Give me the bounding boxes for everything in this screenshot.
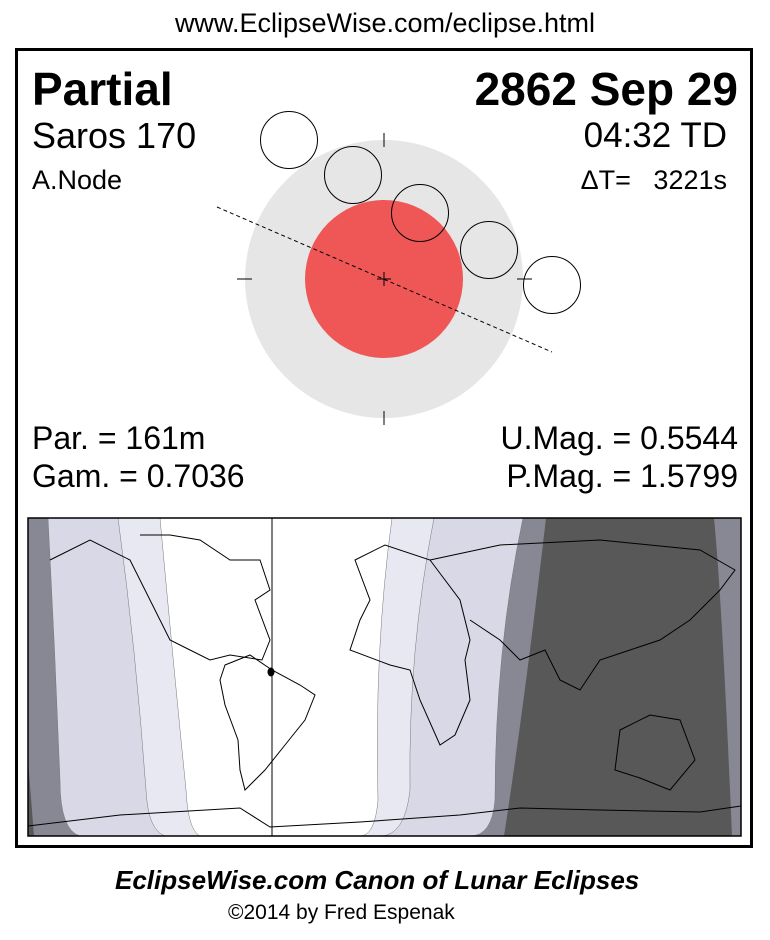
partial-duration: Par. = 161m [32, 420, 206, 456]
map-band-dark-left [28, 760, 34, 836]
penumbral-magnitude: P.Mag. = 1.5799 [506, 458, 738, 494]
eclipse-date: 2862 Sep 29 [474, 63, 738, 115]
moon-position-p4 [523, 256, 581, 314]
delta-t: ΔT= 3221s [580, 165, 727, 195]
eclipse-panel-frame [15, 48, 753, 848]
visibility-map [27, 517, 742, 837]
header-url: www.EclipseWise.com/eclipse.html [174, 8, 596, 38]
coast-north-america [49, 534, 271, 661]
coast-africa-europe [349, 544, 471, 746]
coastlines [28, 534, 741, 828]
node: A.Node [32, 165, 123, 195]
map-band-dark [504, 518, 732, 836]
eclipse-time: 04:32 TD [583, 116, 727, 155]
footer-title: EclipseWise.com Canon of Lunar Eclipses [115, 865, 640, 895]
moon-position-u1 [324, 146, 382, 204]
moon-position-u4 [460, 221, 518, 279]
coast-asia [429, 539, 736, 691]
eclipse-type: Partial [32, 63, 173, 115]
footer-copyright: ©2014 by Fred Espenak [228, 901, 455, 924]
map-band-visible [159, 518, 393, 836]
greatest-eclipse-point [267, 667, 275, 677]
gamma: Gam. = 0.7036 [32, 458, 245, 494]
axis-ticks [237, 133, 532, 425]
umbral-magnitude: U.Mag. = 0.5544 [500, 420, 738, 456]
coast-australia [614, 714, 696, 791]
moon-position-greatest [391, 184, 449, 242]
coast-antarctica [28, 805, 741, 828]
saros-number: Saros 170 [32, 115, 197, 156]
coast-south-america [219, 654, 316, 791]
moon-position-p1 [260, 111, 318, 169]
